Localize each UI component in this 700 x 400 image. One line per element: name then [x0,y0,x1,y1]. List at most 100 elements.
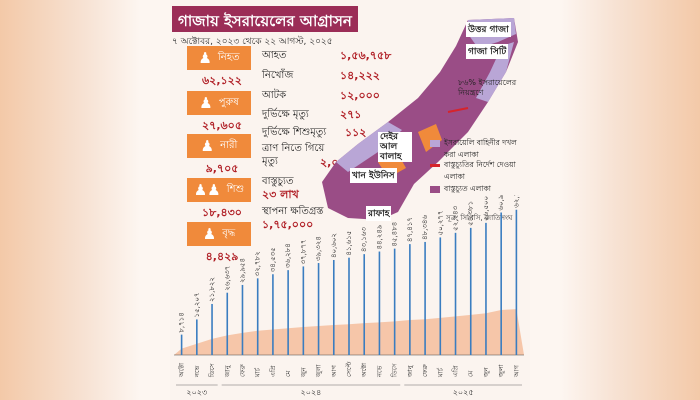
bar-value-label: ৪৩,১৬৩ [360,227,368,252]
legend-evacuation: বাস্তুচ্যুতির নির্দেশ দেওয়া এলাকা [430,160,526,184]
detail-displaced-value: ২৩ লাখ [262,188,299,201]
bar-value-label: ৬২,১২২ [512,195,520,208]
evacuation-line [447,107,469,113]
stat-children-value: ১৮,৪৩০ [202,206,242,219]
month-tick-label: অক্টো [360,362,368,378]
month-tick-label: আগ [330,364,338,378]
year-label: ২০২৪ [301,388,322,397]
detail-famine-child-deaths-label: দুর্ভিক্ষে শিশুমৃত্যু [262,127,327,138]
detail-famine-deaths-label: দুর্ভিক্ষে মৃত্যু [262,109,309,120]
stat-men-label: পুরুষ [218,96,239,108]
bar-value-label: ৫২,২৪৩ [452,205,460,230]
detail-detained-value: ১২,০০০ [340,89,380,102]
bar-value-label: ৩২,৭৮২ [254,251,262,276]
year-label: ২০২৩ [186,388,207,397]
person-icon: ♟ [199,93,213,112]
legend-displaced: বাস্তুচ্যুত এলাকা [430,184,526,196]
stat-women-box: ♟ নারী [187,134,251,158]
source-note: সূত্র: সিপিসি, জাতিসংঘ [446,214,513,222]
month-tick-label: জুন [482,366,490,378]
hot-area-deir [418,124,442,152]
detail-famine-child-deaths-value: ১১২ [345,126,367,139]
map-label-north-gaza: উত্তর গাজা [466,22,511,37]
detail-detained-label: আটক [262,90,287,101]
bar-value-label: ৪০,৬০২ [330,233,338,258]
detail-missing-label: নিখোঁজ [262,70,294,81]
bar-value-label: ৫০,২৭৭ [436,210,444,235]
detail-structures-label: স্থাপনা ক্ষতিগ্রস্ত [262,206,324,217]
bar-value-label: ৬০,৯৩৩ [497,195,505,211]
stat-killed-box: ♟ নিহত [187,46,251,70]
bar-value-label: ৪৫,৪৮৪ [391,222,399,247]
month-tick-label: ডিসে [391,363,399,378]
map-label-gaza-city: গাজা সিটি [466,44,509,59]
month-tick-label: ডিসে [208,363,216,378]
bar-value-label: ২৯,৯৫৪ [238,258,246,283]
month-tick-label: নভে [375,365,383,378]
bar-value-label: ৫৬,৫০০ [482,196,490,221]
person-icon: ♟ [198,48,212,67]
bar-value-label: ৪১,৬১৫ [345,231,353,256]
detail-missing-value: ১৪,২২২ [340,69,380,82]
month-tick-label: জানু [223,364,231,378]
death-toll-chart: ৮,৭১৪ অক্টো ১৫,২০৭ নভে ২১,৮২২ ডিসে ২৬,৬৩৭ জানু ২… [174,195,524,397]
stat-elderly-value: ৪,৪২৯ [205,250,239,263]
legend-swatch-evacuation [430,164,440,167]
bar-value-label: ৪৪,২৪৯ [375,224,383,249]
month-tick-label: ফেব্রু [238,364,246,377]
stat-elderly-box: ♟ বৃদ্ধ [187,222,251,246]
stat-children-box: ♟♟ শিশু [187,178,251,202]
map-label-khan-younis: খান ইউনিস [350,168,397,183]
person-icon: ♟ [200,136,215,155]
bar-value-label: ৩৬,২৮৪ [284,243,292,268]
map-label-deir-al-balah: দেইর আল বালাহ [378,132,412,162]
stat-women-value: ৯,৭০৫ [205,162,239,175]
month-tick-label: মে [284,370,292,377]
person-icon: ♟ [202,224,217,243]
month-tick-label: জুন [299,366,307,378]
children-icon: ♟♟ [193,180,221,199]
bar-value-label: ৮,৭১৪ [178,312,186,332]
date-range: ৭ অক্টোবর, ২০২৩ থেকে ২২ আগস্ট, ২০২৫ [172,37,333,47]
month-tick-label: জুলা [315,363,323,378]
month-tick-label: মার্চ [254,368,262,378]
month-tick-label: সেপ্টে [344,360,353,377]
month-tick-label: এপ্রি [269,364,277,377]
bar-value-label: ১৫,২০৭ [193,292,201,317]
detail-aid-deaths-label: ত্রাণ নিতে গিয়ে মৃত্যু [262,143,325,167]
bar-value-label: ৪৭,৪১৭ [406,217,414,242]
map-label-rafah: রাফাহ [366,206,392,221]
month-tick-label: এপ্রি [452,364,460,377]
month-tick-label: আগ [512,364,520,378]
month-tick-label: জুলা [497,363,505,378]
bar-value-label: ৫৪,৩৮১ [467,201,475,226]
map-label-control-percentage: ৮৬% ইসরায়েলের নিয়ন্ত্রণে [458,78,517,97]
bar-value-label: ৪৮,৩৪৬ [421,215,429,240]
month-tick-label: জানু [406,364,414,378]
stat-children-label: শিশু [226,183,245,195]
detail-injured-label: আহত [262,50,287,61]
bar-value-label: ২১,৮২২ [208,277,216,302]
year-label: ২০২৫ [453,388,474,397]
month-tick-label: অক্টো [178,362,186,378]
month-tick-label: মার্চ [436,368,444,378]
bar-value-label: ৩৯,৩২৪ [315,236,323,261]
stat-killed-label: নিহত [217,51,240,63]
bar-value-label: ৩৪,৫৩৫ [269,247,277,272]
bar-value-label: ৩৭,৮৭৭ [299,239,307,264]
detail-injured-value: ১,৫৬,৭৫৮ [340,49,392,62]
stat-killed-value: ৬২,১২২ [202,74,242,87]
stat-women-label: নারী [220,139,238,151]
stat-men-box: ♟ পুরুষ [187,91,251,115]
detail-famine-deaths-value: ২৭১ [340,108,362,121]
detail-structures-value: ১,৭৫,০০০ [262,218,314,231]
month-tick-label: নভে [193,365,201,378]
bar-value-label: ২৬,৬৩৭ [223,266,231,291]
month-tick-label: ফেব্রু [421,364,429,377]
page-title: গাজায় ইসরায়েলের আগ্রাসন [172,6,358,32]
month-tick-label: মে [467,370,475,377]
legend-occupied: ইসরায়েলি বাহিনীর দখল করা এলাকা [430,138,526,162]
stat-elderly-label: বৃদ্ধ [222,227,236,239]
legend-swatch-occupied [430,140,440,147]
detail-displaced-label: বাস্তুচ্যুত [262,176,294,187]
